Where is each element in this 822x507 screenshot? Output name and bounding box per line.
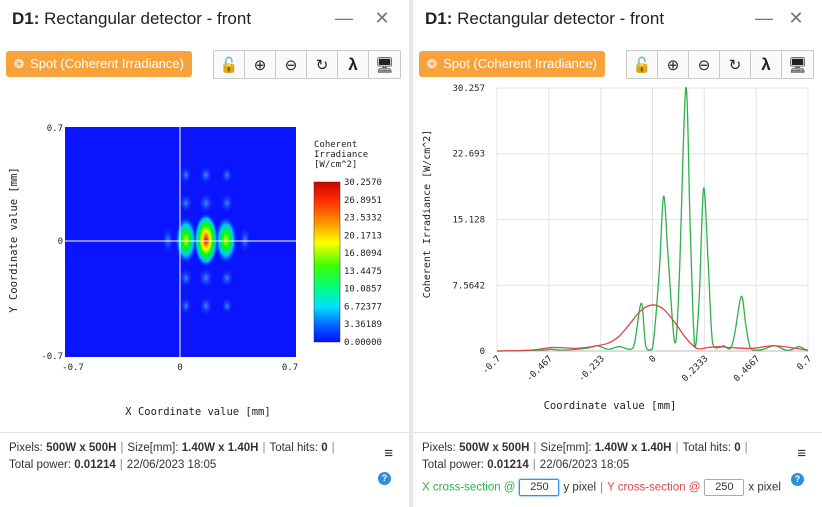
lambda-icon[interactable]: λ — [751, 51, 782, 78]
colorbar-tick-label: 3.36189 — [344, 320, 382, 330]
y-tick-bottom: -0.7 — [41, 352, 63, 362]
x-section-unit: y pixel — [563, 481, 597, 494]
title-bar[interactable]: D1: Rectangular detector - front — ✕ — [0, 0, 409, 38]
colorbar-tick-label: 6.72377 — [344, 302, 382, 312]
status-footer: Pixels: 500W x 500H | Size[mm]: 1.40W x 1.… — [0, 432, 409, 507]
irradiance-map[interactable]: 0.7 0 -0.7 -0.7 0 0.7 X Coordinate value… — [0, 100, 409, 430]
monitor-icon[interactable]: 🖥 — [787, 56, 808, 74]
y-tick-label: 0 — [480, 347, 485, 357]
aperture-icon: ❂ — [427, 57, 438, 71]
x-tick-left: -0.7 — [62, 363, 84, 373]
help-icon[interactable]: ? — [378, 472, 391, 485]
colorbar-title-2: Irradiance — [314, 150, 368, 160]
monitor-icon[interactable]: 🖥 — [374, 56, 395, 74]
x-tick-label: 0.7 — [796, 354, 815, 373]
y-tick-label: 22.693 — [452, 150, 485, 160]
minimize-icon[interactable]: — — [755, 8, 773, 28]
colorbar-tick-label: 0.00000 — [344, 338, 382, 348]
colorbar-title-3: [W/cm^2] — [314, 160, 357, 170]
chart-series — [496, 87, 809, 352]
stats-line-2: Total power: 0.01214 | 22/06/2023 18:05 — [9, 459, 217, 471]
colorbar — [313, 181, 341, 343]
x-tick-mid: 0 — [177, 363, 182, 373]
x-axis-label: Coordinate value [mm] — [544, 400, 677, 412]
y-section-input[interactable]: 250 — [704, 479, 745, 496]
plot-toolbar: 🔓 ⊕ ⊖ ↻ λ 🖥 — [213, 50, 401, 79]
spot-mode-button[interactable]: ❂ Spot (Coherent Irradiance) — [419, 51, 605, 77]
y-section-label: Y cross-section @ — [607, 481, 701, 494]
spot-diagram-window: D1: Rectangular detector - front — ✕ ❂ Sp… — [0, 0, 409, 507]
x-tick-label: 0.4667 — [732, 354, 762, 384]
zoom-out-icon[interactable]: ⊖ — [276, 51, 307, 78]
close-icon[interactable]: ✕ — [788, 8, 804, 28]
x-tick-label: -0.233 — [577, 354, 607, 384]
chart-grid — [496, 87, 809, 352]
stats-line-2: Total power: 0.01214 | 22/06/2023 18:05 — [422, 459, 630, 471]
spot-pattern — [162, 165, 251, 316]
title-bar[interactable]: D1: Rectangular detector - front — ✕ — [413, 0, 822, 38]
x-axis-label: X Coordinate value [mm] — [125, 406, 270, 418]
y-axis-label: Y Coordinate value [mm] — [8, 167, 20, 312]
stats-line-1: Pixels: 500W x 500H | Size[mm]: 1.40W x 1.… — [422, 442, 748, 454]
window-title: D1: Rectangular detector - front — [425, 9, 665, 28]
y-tick-label: 30.257 — [452, 84, 485, 94]
aperture-icon: ❂ — [14, 57, 25, 71]
zoom-in-icon[interactable]: ⊕ — [658, 51, 689, 78]
colorbar-tick-label: 10.0857 — [344, 285, 382, 295]
unlock-icon[interactable]: 🔓 — [627, 51, 658, 78]
x-section-label: X cross-section @ — [422, 481, 516, 494]
zoom-out-icon[interactable]: ⊖ — [689, 51, 720, 78]
spot-mode-button[interactable]: ❂ Spot (Coherent Irradiance) — [6, 51, 192, 77]
close-icon[interactable]: ✕ — [374, 8, 390, 28]
y-tick-top: 0.7 — [47, 124, 63, 134]
lambda-icon[interactable]: λ — [338, 51, 369, 78]
help-icon[interactable]: ? — [791, 473, 804, 486]
colorbar-tick-label: 20.1713 — [344, 231, 382, 241]
unlock-icon[interactable]: 🔓 — [214, 51, 245, 78]
zoom-in-icon[interactable]: ⊕ — [245, 51, 276, 78]
colorbar-tick-label: 26.8951 — [344, 196, 382, 206]
x-section-input[interactable]: 250 — [519, 479, 560, 496]
y-tick-label: 15.128 — [452, 216, 485, 226]
y-tick-mid: 0 — [58, 237, 63, 247]
colorbar-ticks: 30.2570 26.8951 23.5332 20.1713 16.8094 13.44… — [344, 178, 382, 348]
y-tick-label: 7.5642 — [452, 281, 485, 291]
colorbar-tick-label: 23.5332 — [344, 214, 382, 224]
colorbar-tick-label: 16.8094 — [344, 249, 382, 259]
status-footer: Pixels: 500W x 500H | Size[mm]: 1.40W x 1.… — [413, 432, 822, 507]
refresh-icon[interactable]: ↻ — [720, 51, 751, 78]
x-tick-label: -0.467 — [525, 354, 555, 384]
cross-section-chart[interactable]: -0.7 -0.467 -0.233 0 0.2333 0.4667 0.7 0 7.5642 1… — [413, 82, 822, 422]
y-cross-section-line — [496, 304, 809, 352]
menu-icon[interactable]: ≡ — [384, 445, 393, 462]
colorbar-title-1: Coherent — [314, 140, 357, 150]
colorbar-tick-label: 30.2570 — [344, 178, 382, 188]
x-tick-label: 0 — [648, 354, 659, 365]
x-tick-right: 0.7 — [282, 363, 298, 373]
chart-ticks: -0.7 -0.467 -0.233 0 0.2333 0.4667 0.7 0 7.5642 1… — [452, 84, 814, 384]
minimize-icon[interactable]: — — [335, 8, 353, 28]
cross-section-window: D1: Rectangular detector - front — ✕ ❂ Sp… — [413, 0, 822, 507]
menu-icon[interactable]: ≡ — [797, 445, 806, 462]
stats-line-1: Pixels: 500W x 500H | Size[mm]: 1.40W x 1.… — [9, 442, 335, 454]
colorbar-tick-label: 13.4475 — [344, 267, 382, 277]
y-axis-label: Coherent Irradiance [W/cm^2] — [422, 130, 433, 299]
window-title: D1: Rectangular detector - front — [12, 9, 252, 28]
x-tick-label: -0.7 — [481, 354, 503, 376]
refresh-icon[interactable]: ↻ — [307, 51, 338, 78]
plot-toolbar: 🔓 ⊕ ⊖ ↻ λ 🖥 — [626, 50, 814, 79]
x-tick-label: 0.2333 — [680, 354, 710, 384]
cross-section-controls: X cross-section @250 y pixel | Y cross-sect… — [422, 479, 781, 496]
y-section-unit: x pixel — [748, 481, 781, 494]
